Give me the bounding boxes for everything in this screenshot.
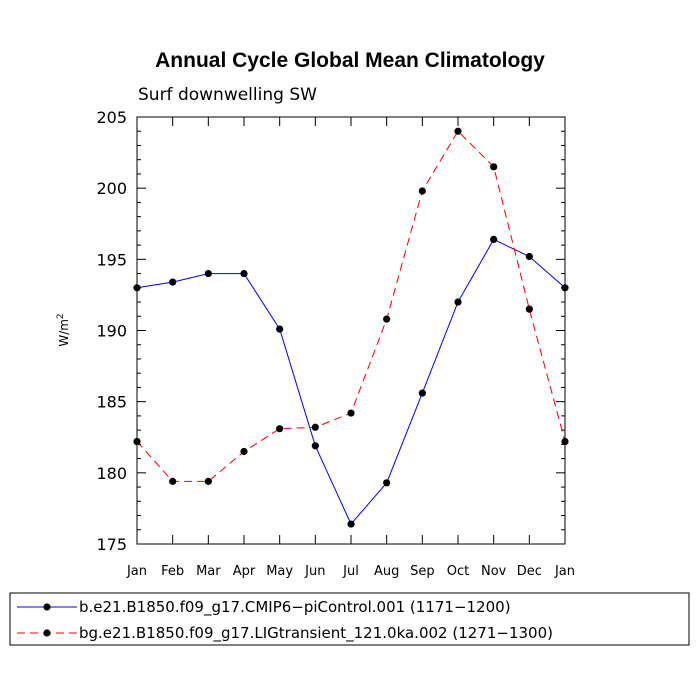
y-tick-label: 195 — [96, 250, 127, 269]
series-1-point — [525, 252, 533, 261]
series-1-point — [383, 479, 391, 487]
x-tick-label: Sep — [410, 564, 435, 579]
series-2-point — [383, 315, 391, 323]
y-tick-label: 205 — [96, 108, 127, 127]
x-tick-label: Apr — [233, 564, 256, 579]
x-tick-label: Jun — [304, 564, 325, 579]
x-tick-label: Aug — [374, 564, 399, 579]
series-2-point — [276, 425, 284, 433]
y-tick-label: 180 — [96, 464, 127, 483]
y-tick-label: 175 — [96, 535, 127, 554]
series-1-point — [418, 389, 426, 397]
series-1-point — [204, 269, 212, 278]
series-1-point — [133, 284, 141, 292]
series-2-point — [169, 477, 177, 485]
series-line-2 — [136, 130, 566, 482]
series-1-point — [454, 298, 462, 306]
axes: 175 180 185 190 195 200 205 Jan Feb Mar Apr May Jun J… — [96, 108, 575, 579]
x-tick-label: Jan — [554, 564, 575, 579]
series-2-point — [525, 305, 533, 313]
series-2-point — [347, 409, 355, 417]
legend-entries: b.e21.B1850.f09_g17.CMIP6−piControl.001 … — [17, 598, 553, 643]
series-2-point — [490, 163, 498, 171]
plot-frame — [136, 116, 566, 545]
series-layer — [133, 127, 569, 528]
y-tick-label: 185 — [96, 393, 127, 412]
series-1-point — [311, 442, 319, 450]
legend-label-2: bg.e21.B1850.f09_g17.LIGtransient_121.0k… — [79, 624, 553, 643]
chart-subtitle: Surf downwelling SW — [138, 85, 317, 105]
series-2-point — [454, 127, 462, 135]
series-2-point — [311, 423, 319, 431]
series-2-point — [133, 437, 141, 446]
x-tick-label: Dec — [517, 564, 542, 579]
series-2-point — [204, 477, 212, 485]
series-1-point — [276, 325, 284, 333]
x-tick-label: Nov — [481, 564, 507, 579]
legend — [9, 592, 690, 646]
series-2-point — [418, 187, 426, 195]
series-2-point — [561, 437, 569, 446]
chart-title: Annual Cycle Global Mean Climatology — [155, 49, 545, 72]
y-axis-label-exponent: 2 — [56, 313, 66, 319]
y-axis-label: W/m2 — [56, 313, 71, 346]
y-axis-label-unit: W/m — [57, 319, 71, 347]
series-1-point — [169, 278, 177, 286]
x-tick-label: Feb — [161, 564, 184, 579]
series-1-point — [490, 235, 498, 244]
x-tick-label: Jan — [126, 564, 147, 579]
y-tick-label: 190 — [96, 322, 127, 341]
series-2-point — [240, 447, 248, 456]
legend-marker-2 — [43, 629, 51, 637]
series-1-point — [240, 269, 248, 278]
y-tick-label: 200 — [96, 179, 127, 198]
legend-label-1: b.e21.B1850.f09_g17.CMIP6−piControl.001 … — [79, 598, 511, 617]
x-tick-label: Jul — [342, 564, 359, 579]
series-1-point — [347, 520, 355, 528]
legend-marker-1 — [43, 603, 51, 611]
series-1-point — [561, 284, 569, 292]
x-tick-label: May — [266, 564, 293, 579]
x-tick-label: Oct — [447, 564, 469, 579]
x-tick-label: Mar — [196, 564, 221, 579]
